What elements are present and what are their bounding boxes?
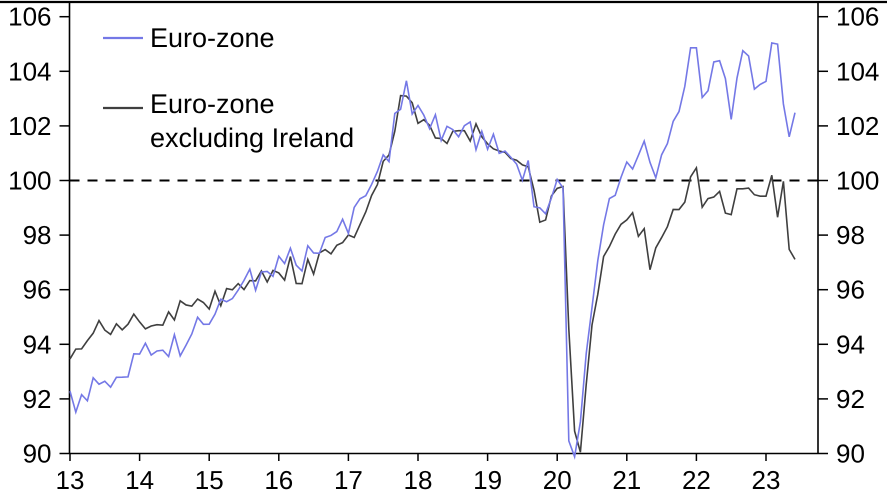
svg-text:16: 16 bbox=[264, 465, 293, 495]
svg-text:96: 96 bbox=[836, 275, 865, 305]
svg-text:21: 21 bbox=[612, 465, 641, 495]
svg-text:102: 102 bbox=[836, 111, 879, 141]
svg-text:100: 100 bbox=[8, 166, 51, 196]
svg-text:20: 20 bbox=[543, 465, 572, 495]
svg-text:106: 106 bbox=[836, 2, 879, 32]
svg-text:90: 90 bbox=[836, 439, 865, 469]
svg-text:90: 90 bbox=[23, 439, 52, 469]
svg-text:23: 23 bbox=[752, 465, 781, 495]
svg-text:94: 94 bbox=[23, 329, 52, 359]
svg-text:98: 98 bbox=[23, 220, 52, 250]
svg-text:104: 104 bbox=[836, 56, 879, 86]
svg-text:98: 98 bbox=[836, 220, 865, 250]
svg-text:19: 19 bbox=[473, 465, 502, 495]
svg-text:94: 94 bbox=[836, 329, 865, 359]
svg-text:17: 17 bbox=[334, 465, 363, 495]
svg-text:18: 18 bbox=[404, 465, 433, 495]
svg-text:104: 104 bbox=[8, 56, 51, 86]
svg-text:Euro-zone: Euro-zone bbox=[150, 23, 275, 53]
svg-text:100: 100 bbox=[836, 166, 879, 196]
svg-text:Euro-zone: Euro-zone bbox=[150, 89, 275, 119]
svg-text:22: 22 bbox=[682, 465, 711, 495]
svg-text:96: 96 bbox=[23, 275, 52, 305]
svg-text:13: 13 bbox=[56, 465, 85, 495]
svg-text:14: 14 bbox=[125, 465, 154, 495]
svg-text:106: 106 bbox=[8, 2, 51, 32]
svg-text:102: 102 bbox=[8, 111, 51, 141]
svg-text:92: 92 bbox=[836, 384, 865, 414]
svg-text:15: 15 bbox=[195, 465, 224, 495]
svg-text:excluding Ireland: excluding Ireland bbox=[150, 123, 354, 153]
svg-text:92: 92 bbox=[23, 384, 52, 414]
